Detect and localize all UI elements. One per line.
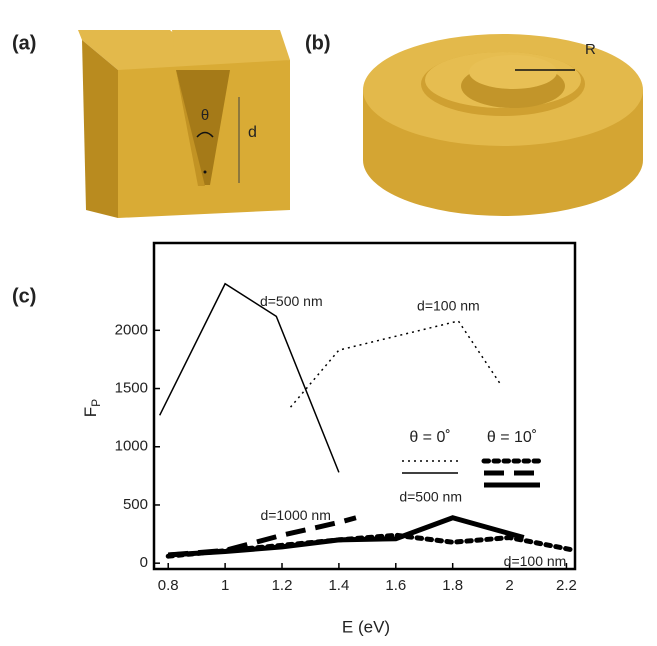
series-annotation: d=1000 nm <box>260 507 330 523</box>
panel-label: (a) <box>12 32 36 54</box>
panel-label: (c) <box>12 285 36 307</box>
plot-frame <box>154 243 575 569</box>
y-axis-label: FP <box>81 399 103 417</box>
legend-label: θ = 0˚ <box>409 429 450 446</box>
x-axis-label: E (eV) <box>342 617 390 636</box>
series-line <box>291 321 502 407</box>
figure: (a) θ d (b) R (c) E (eV) FP 0.8 1 1.2 1.4 1.… <box>0 0 657 641</box>
y-tick-label: 500 <box>123 496 148 513</box>
panel-label: (b) <box>305 32 331 54</box>
x-tick-label: 2 <box>505 577 513 594</box>
x-tick-label: 0.8 <box>158 577 179 594</box>
x-tick-label: 2.2 <box>556 577 577 594</box>
y-tick-label: 1000 <box>115 438 148 455</box>
angle-label: θ <box>201 107 209 124</box>
x-tick-label: 1.2 <box>272 577 293 594</box>
series-annotation: d=500 nm <box>399 488 462 504</box>
series-line <box>160 284 339 473</box>
series-annotation: d=100 nm <box>417 298 480 314</box>
y-tick-label: 1500 <box>115 380 148 397</box>
y-axis-label-main: F <box>81 407 100 417</box>
x-tick-label: 1.4 <box>328 577 349 594</box>
x-tick-label: 1 <box>221 577 229 594</box>
radius-label: R <box>585 41 596 58</box>
legend-label: θ = 10˚ <box>487 429 537 446</box>
x-tick-label: 1.6 <box>385 577 406 594</box>
disc-illustration <box>363 34 643 216</box>
y-axis-label-sub: P <box>89 399 103 407</box>
x-tick-label: 1.8 <box>442 577 463 594</box>
series-annotation: d=500 nm <box>260 293 323 309</box>
depth-label: d <box>248 124 257 141</box>
series-annotation: d=100 nm <box>504 553 567 569</box>
y-tick-label: 2000 <box>115 321 148 338</box>
y-tick-label: 0 <box>140 554 148 571</box>
groove-illustration <box>78 30 290 218</box>
